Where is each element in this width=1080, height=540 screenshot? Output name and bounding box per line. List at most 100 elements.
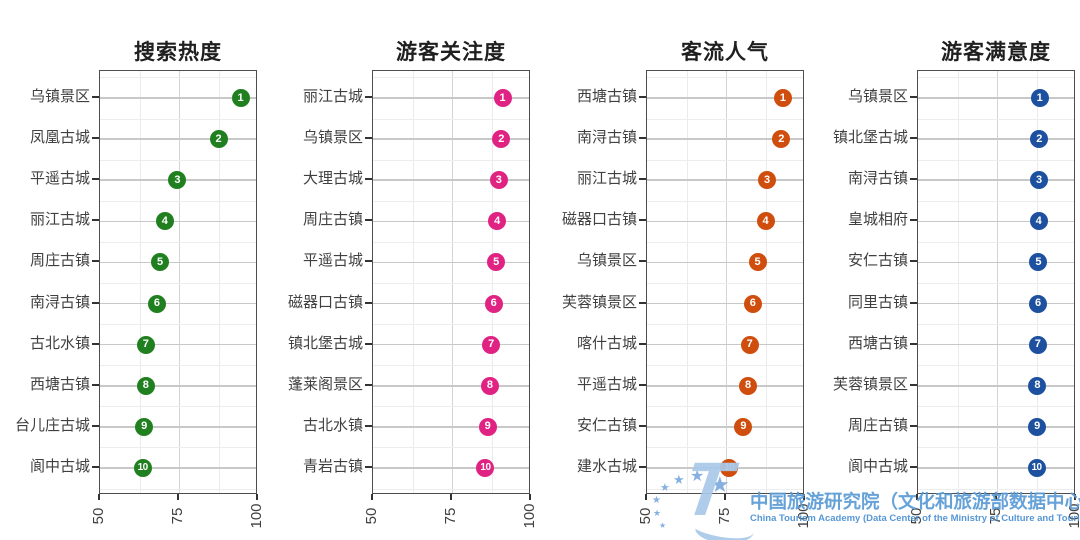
rank-dot: 5 — [487, 253, 506, 272]
row-gridline — [100, 261, 256, 264]
rank-dot: 7 — [1028, 335, 1047, 354]
row-gridline — [918, 97, 1074, 99]
plot-area-tourist-attention: 1 2 3 4 5 6 7 8 9 10 — [372, 70, 530, 494]
y-tick-mark — [639, 301, 646, 304]
rank-dot: 4 — [1029, 212, 1048, 231]
row-gridline — [373, 220, 529, 223]
row-gridline-minor — [647, 241, 803, 243]
y-tick-mark — [910, 466, 917, 468]
rank-dot: 10 — [133, 459, 152, 477]
y-axis-label: 丽江古城 — [29, 211, 90, 229]
y-tick-mark — [910, 96, 917, 98]
row-gridline-minor — [100, 447, 256, 449]
y-tick-mark — [910, 342, 917, 345]
rank-dot: 1 — [773, 89, 792, 107]
row-gridline — [918, 220, 1074, 223]
y-axis-label: 乌镇景区 — [302, 129, 363, 147]
row-gridline — [647, 97, 803, 99]
y-tick-mark — [639, 137, 646, 140]
row-gridline-minor — [373, 200, 529, 202]
row-gridline — [647, 261, 803, 264]
y-tick-mark — [639, 342, 646, 345]
y-axis-label: 青岩古镇 — [302, 458, 363, 475]
row-gridline — [918, 302, 1074, 305]
y-axis-label: 建水古城 — [576, 458, 637, 475]
panel-title-visitor-popularity: 客流人气 — [681, 41, 769, 64]
y-tick-mark — [910, 424, 917, 427]
row-gridline — [918, 426, 1074, 428]
y-tick-mark — [365, 219, 372, 222]
row-gridline — [100, 302, 256, 305]
row-gridline — [918, 343, 1074, 346]
y-axis-label: 大理古城 — [302, 170, 363, 188]
rank-dot: 10 — [476, 459, 495, 477]
x-tick-mark — [916, 494, 918, 500]
rank-dot: 2 — [209, 130, 228, 149]
row-gridline — [100, 467, 256, 469]
y-axis-label: 芙蓉镇景区 — [832, 375, 908, 393]
row-gridline-minor — [647, 406, 803, 408]
rank-dot: 7 — [482, 335, 501, 354]
y-tick-mark — [365, 96, 372, 98]
y-tick-mark — [92, 96, 99, 98]
y-axis-label: 丽江古城 — [576, 170, 637, 188]
row-gridline — [918, 467, 1074, 469]
y-tick-mark — [365, 383, 372, 386]
row-gridline — [373, 302, 529, 305]
gridline-minor — [686, 71, 688, 493]
y-axis-label: 乌镇景区 — [576, 252, 637, 270]
y-tick-mark — [92, 383, 99, 386]
row-gridline — [100, 385, 256, 387]
row-gridline-minor — [918, 77, 1074, 79]
y-axis-label: 周庄古镇 — [29, 252, 90, 270]
y-axis-label: 安仁古镇 — [576, 416, 637, 434]
y-tick-mark — [639, 96, 646, 98]
y-tick-mark — [92, 342, 99, 345]
row-gridline-minor — [373, 159, 529, 161]
row-gridline-minor — [373, 324, 529, 326]
row-gridline-minor — [647, 200, 803, 202]
panel-title-tourist-satisfaction: 游客满意度 — [941, 41, 1051, 64]
rank-dot: 6 — [147, 294, 166, 313]
row-gridline — [100, 138, 256, 140]
rank-dot: 8 — [480, 376, 499, 395]
row-gridline — [100, 426, 256, 428]
y-axis-label: 芙蓉镇景区 — [561, 293, 637, 311]
row-gridline-minor — [918, 200, 1074, 202]
y-axis-label: 乌镇景区 — [847, 88, 908, 105]
row-gridline — [918, 138, 1074, 140]
row-gridline — [373, 426, 529, 428]
x-tick-mark — [529, 494, 531, 500]
row-gridline-minor — [373, 77, 529, 79]
y-tick-mark — [910, 137, 917, 140]
row-gridline-minor — [647, 324, 803, 326]
row-gridline-minor — [918, 406, 1074, 408]
row-gridline-minor — [373, 365, 529, 367]
row-gridline — [647, 220, 803, 223]
y-tick-mark — [639, 466, 646, 468]
rank-dot: 10 — [720, 459, 739, 477]
row-gridline-minor — [100, 324, 256, 326]
rank-dot: 2 — [492, 130, 511, 149]
rank-dot: 6 — [743, 294, 762, 313]
row-gridline — [373, 343, 529, 346]
gridline-minor — [412, 71, 414, 493]
plot-area-tourist-satisfaction: 1 2 3 4 5 6 7 8 9 10 — [917, 70, 1075, 494]
y-axis-label: 阆中古城 — [29, 458, 90, 475]
row-gridline-minor — [100, 118, 256, 120]
y-axis-label: 古北水镇 — [29, 334, 90, 352]
y-axis-label: 同里古镇 — [847, 293, 908, 311]
row-gridline-minor — [373, 447, 529, 449]
rank-dot: 9 — [1028, 417, 1047, 436]
y-tick-mark — [365, 424, 372, 427]
rank-dot: 1 — [231, 89, 250, 107]
y-axis-label: 西塘古镇 — [29, 375, 90, 393]
row-gridline-minor — [100, 406, 256, 408]
y-axis-label: 南浔古镇 — [576, 129, 637, 147]
row-gridline-minor — [647, 159, 803, 161]
row-gridline — [918, 261, 1074, 264]
row-gridline — [647, 385, 803, 387]
